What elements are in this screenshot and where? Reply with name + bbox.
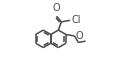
Text: Cl: Cl [71,15,81,25]
Text: O: O [75,31,83,41]
Text: O: O [52,3,60,13]
